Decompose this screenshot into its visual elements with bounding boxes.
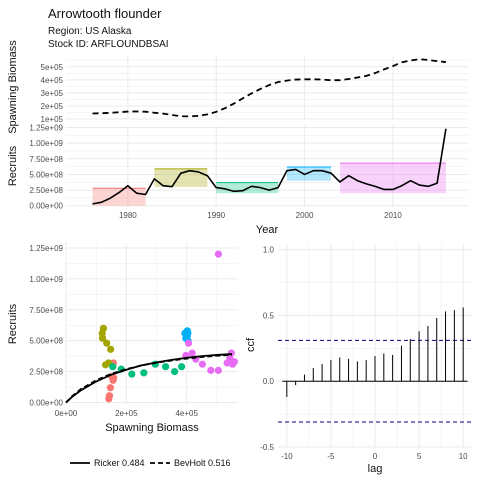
chart-title: Arrowtooth flounder [48, 6, 162, 21]
scatter-point [140, 369, 148, 377]
y-tick-label: 2.50e+08 [29, 186, 63, 195]
x-tick-label: 4e+05 [175, 409, 198, 418]
x-tick-label: 10 [459, 452, 468, 461]
ricker-fit-line [65, 353, 233, 404]
y-tick-label: 4e+05 [41, 76, 64, 85]
y-tick-label: 1.00e+09 [29, 139, 63, 148]
y-tick-label: 1.00e+09 [29, 275, 63, 284]
scatter-point [161, 363, 170, 371]
scatter-point [228, 360, 237, 368]
x-tick-label: 1980 [119, 211, 137, 220]
y-axis-label: Recruits [7, 145, 19, 186]
scatter-point [107, 345, 115, 353]
scatter-point [105, 392, 114, 400]
y-axis-label: ccf [245, 337, 257, 352]
y-tick-label: 5.00e+08 [29, 170, 63, 179]
scatter-point [103, 339, 111, 347]
y-tick-label: 0.5 [263, 311, 275, 320]
y-tick-label: 0.00e+00 [29, 399, 63, 408]
stock-recruit-panel: 0.00e+00 2.50e+08 5.00e+08 7.50e+08 1.00e+09… [7, 243, 238, 434]
scatter-point [184, 339, 193, 347]
x-tick-label: 2e+05 [115, 409, 138, 418]
y-tick-label: 5e+05 [41, 63, 64, 72]
x-axis-label: lag [368, 463, 383, 475]
legend-ricker-label: Ricker 0.484 [94, 458, 145, 468]
y-tick-label: -0.5 [260, 443, 274, 452]
y-tick-label: 1e+05 [41, 115, 64, 124]
legend: Ricker 0.484 BevHolt 0.516 [70, 458, 231, 468]
y-tick-label: 3e+05 [41, 89, 64, 98]
y-tick-label: 0.0 [263, 377, 275, 386]
scatter-point [171, 368, 179, 376]
biomass-panel: 1e+05 2e+05 3e+05 4e+05 5e+05 Spawning Biomas… [7, 40, 468, 134]
scatter-point [207, 366, 215, 374]
scatter-point [109, 376, 117, 384]
recruits-panel: 0.00e+00 2.50e+08 5.00e+08 7.50e+08 1.00e+09… [7, 124, 468, 236]
scatter-point [177, 363, 186, 371]
y-axis-label: Spawning Biomass [7, 40, 19, 134]
x-tick-label: 2010 [384, 211, 402, 220]
x-tick-label: 0 [373, 452, 378, 461]
scatter-point [128, 370, 136, 378]
scatter-point [198, 360, 206, 368]
x-tick-label: 2000 [296, 211, 314, 220]
scatter-point [101, 361, 110, 369]
x-tick-label: 1990 [207, 211, 225, 220]
x-axis-label: Spawning Biomass [105, 422, 199, 434]
regime-band [92, 188, 146, 206]
scatter-point [214, 250, 222, 258]
x-tick-label: 0e+00 [55, 409, 78, 418]
y-axis-label: Recruits [7, 303, 19, 344]
biomass-series-line [92, 58, 447, 118]
y-tick-label: 5.00e+08 [29, 337, 63, 346]
y-tick-label: 7.50e+08 [29, 155, 63, 164]
region-subtitle: Region: US Alaska [48, 26, 132, 37]
y-tick-label: 0.00e+00 [29, 202, 63, 211]
scatter-point [106, 384, 114, 392]
y-tick-label: 1.0 [263, 246, 275, 255]
x-tick-label: -10 [281, 452, 293, 461]
scatter-point [188, 349, 196, 357]
ccf-panel: -0.5 0.0 0.5 1.0 -10 -5 0 5 10 ccf lag [245, 243, 472, 475]
scatter-point [99, 324, 108, 332]
x-tick-label: 5 [417, 452, 422, 461]
bevholt-fit-line [65, 353, 233, 404]
x-tick-label: -5 [327, 452, 335, 461]
scatter-point [214, 366, 222, 374]
recruits-series-line [92, 128, 447, 205]
stock-subtitle: Stock ID: ARFLOUNDBSAI [48, 39, 169, 50]
y-tick-label: 7.50e+08 [29, 306, 63, 315]
legend-bevholt-label: BevHolt 0.516 [174, 458, 231, 468]
regime-band [154, 168, 208, 187]
y-tick-label: 1.25e+09 [29, 244, 63, 253]
y-tick-label: 1.25e+09 [29, 124, 63, 133]
scatter-point [226, 354, 234, 362]
y-tick-label: 2e+05 [41, 102, 64, 111]
regime-band [339, 163, 446, 194]
y-tick-label: 2.50e+08 [29, 368, 63, 377]
x-axis-label: Year [256, 224, 279, 236]
scatter-point [109, 363, 117, 371]
